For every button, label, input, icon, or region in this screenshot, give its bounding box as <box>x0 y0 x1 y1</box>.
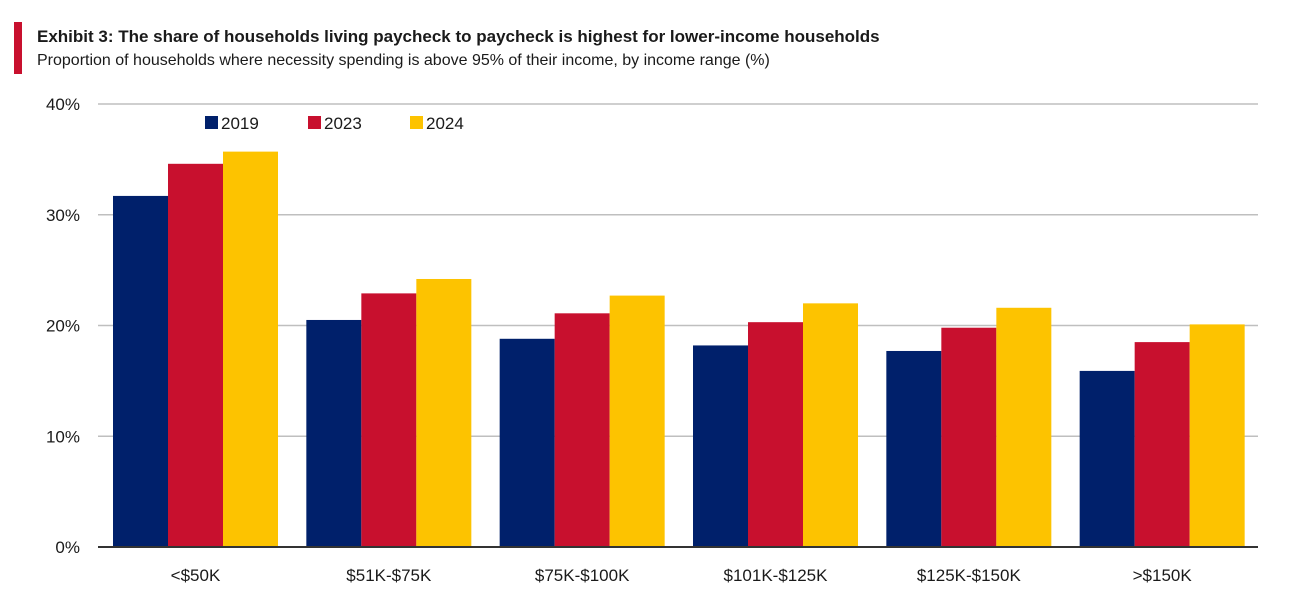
bar-2019-2 <box>499 338 555 547</box>
chart-subtitle: Proportion of households where necessity… <box>37 52 770 69</box>
legend-swatch-2019 <box>205 116 218 129</box>
bars <box>113 151 1245 548</box>
y-tick-label: 10% <box>46 427 80 446</box>
legend: 2019 2023 2024 <box>205 114 464 133</box>
bar-2019-5 <box>1079 370 1135 547</box>
bar-2023-0 <box>168 163 223 547</box>
bar-2024-5 <box>1189 324 1245 547</box>
grid-lines <box>98 103 1258 437</box>
bar-2019-4 <box>886 350 942 547</box>
y-tick-label: 40% <box>46 95 80 114</box>
legend-label-2023: 2023 <box>324 114 362 133</box>
bar-2023-1 <box>361 293 417 547</box>
bar-2024-0 <box>223 151 278 547</box>
x-tick-label: <$50K <box>171 566 221 585</box>
title-accent-bar <box>14 22 22 74</box>
legend-label-2024: 2024 <box>426 114 464 133</box>
bar-2023-2 <box>554 313 610 547</box>
y-tick-label: 0% <box>55 538 80 557</box>
x-tick-label: $51K-$75K <box>346 566 432 585</box>
bar-2023-3 <box>748 322 803 547</box>
y-tick-label: 30% <box>46 206 80 225</box>
bar-2024-1 <box>416 278 472 547</box>
bar-2024-2 <box>609 295 665 547</box>
y-tick-label: 20% <box>46 317 80 336</box>
chart-title: Exhibit 3: The share of households livin… <box>37 27 880 46</box>
bar-2024-3 <box>803 303 858 547</box>
bar-2023-4 <box>941 327 997 547</box>
x-tick-label: $125K-$150K <box>917 566 1022 585</box>
bar-2023-5 <box>1134 342 1190 547</box>
legend-swatch-2023 <box>308 116 321 129</box>
axes: 0% 10% 20% 30% 40% <$50K $51K-$75K $75K-$100K $1… <box>46 95 1258 585</box>
x-tick-label: $75K-$100K <box>535 566 630 585</box>
x-tick-label: $101K-$125K <box>724 566 829 585</box>
bar-2019-0 <box>113 195 168 548</box>
legend-label-2019: 2019 <box>221 114 259 133</box>
bar-2024-4 <box>996 307 1052 547</box>
bar-2019-3 <box>693 345 748 547</box>
legend-swatch-2024 <box>410 116 423 129</box>
bar-2019-1 <box>306 319 362 547</box>
x-tick-label: >$150K <box>1133 566 1193 585</box>
